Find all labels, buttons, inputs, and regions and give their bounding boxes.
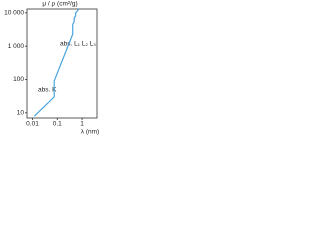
x-tick-label: 1 [80,121,84,128]
x-tick-label: 0.1 [53,121,62,128]
data-line [34,8,80,117]
y-tick-label: 100 [13,76,24,83]
chart: μ / ρ (cm²/g) λ (nm) abs. K abs. L₁ L₂ L… [4,1,99,136]
y-tick-label: 1 000 [8,43,25,50]
y-axis-label: μ / ρ (cm²/g) [42,1,77,8]
x-tick-label: 0.01 [26,121,39,128]
y-tick-label: 10 [17,110,25,117]
annotation: abs. L₁ L₂ L₃ [60,41,96,48]
plot-frame [26,8,98,119]
annotation: abs. K [38,87,57,94]
y-tick-label: 10 000 [4,10,24,17]
x-axis-label: λ (nm) [81,129,99,136]
